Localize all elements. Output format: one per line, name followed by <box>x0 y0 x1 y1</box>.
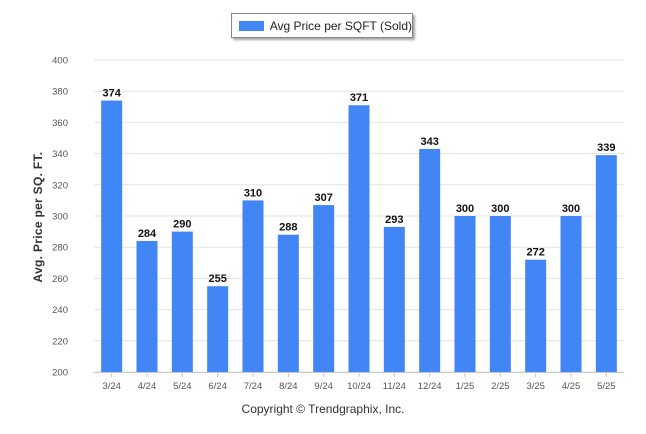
bar <box>383 226 405 372</box>
x-tick-label: 7/24 <box>244 381 263 392</box>
bar <box>136 240 158 372</box>
data-label: 371 <box>350 92 368 104</box>
data-label: 300 <box>491 203 509 215</box>
legend-swatch <box>239 20 264 31</box>
bar <box>313 205 335 372</box>
x-tick-label: 3/25 <box>526 381 545 392</box>
y-tick-label: 240 <box>52 305 68 316</box>
data-label: 290 <box>173 219 191 231</box>
x-tick-label: 3/24 <box>102 381 121 392</box>
x-tick-label: 9/24 <box>314 381 333 392</box>
data-label: 284 <box>138 228 157 240</box>
data-label: 272 <box>526 247 544 259</box>
y-tick-label: 360 <box>52 118 68 129</box>
data-label: 339 <box>597 142 615 154</box>
x-tick-label: 4/25 <box>562 381 581 392</box>
bar <box>595 155 617 372</box>
bar <box>277 234 299 372</box>
data-label: 255 <box>208 273 226 285</box>
y-tick-label: 260 <box>52 274 68 285</box>
bar <box>454 216 476 372</box>
data-label: 300 <box>562 203 580 215</box>
y-tick-label: 200 <box>52 368 68 379</box>
y-tick-label: 220 <box>52 336 68 347</box>
x-tick-label: 11/24 <box>383 381 406 392</box>
y-tick-label: 300 <box>52 212 68 223</box>
y-tick-label: 320 <box>52 180 68 191</box>
data-label: 307 <box>314 192 332 204</box>
data-label: 374 <box>102 88 121 100</box>
y-tick-label: 340 <box>52 149 68 160</box>
copyright-text: Copyright © Trendgraphix, Inc. <box>241 402 405 416</box>
y-tick-label: 380 <box>52 87 68 98</box>
x-tick-label: 5/24 <box>173 381 192 392</box>
x-tick-label: 8/24 <box>279 381 298 392</box>
x-tick-label: 5/25 <box>597 381 616 392</box>
data-label: 343 <box>420 136 438 148</box>
bar <box>525 259 547 372</box>
x-tick-label: 2/25 <box>491 381 510 392</box>
data-label: 300 <box>456 203 474 215</box>
bar <box>419 148 441 372</box>
y-tick-label: 400 <box>52 56 68 67</box>
bar <box>242 200 264 372</box>
bar <box>101 100 123 372</box>
x-tick-label: 12/24 <box>418 381 442 392</box>
x-tick-label: 1/25 <box>456 381 475 392</box>
bar <box>171 231 193 372</box>
y-tick-label: 280 <box>52 243 68 254</box>
x-tick-label: 4/24 <box>138 381 157 392</box>
data-label: 310 <box>244 187 262 199</box>
bar <box>489 216 511 372</box>
legend-label: Avg Price per SQFT (Sold) <box>269 18 412 33</box>
data-label: 288 <box>279 222 297 234</box>
data-label: 293 <box>385 214 403 226</box>
chart-legend: Avg Price per SQFT (Sold) <box>231 13 413 38</box>
x-tick-label: 10/24 <box>347 381 371 392</box>
bar <box>348 105 370 373</box>
bar <box>207 286 229 372</box>
x-tick-label: 6/24 <box>208 381 227 392</box>
bar <box>560 216 582 372</box>
